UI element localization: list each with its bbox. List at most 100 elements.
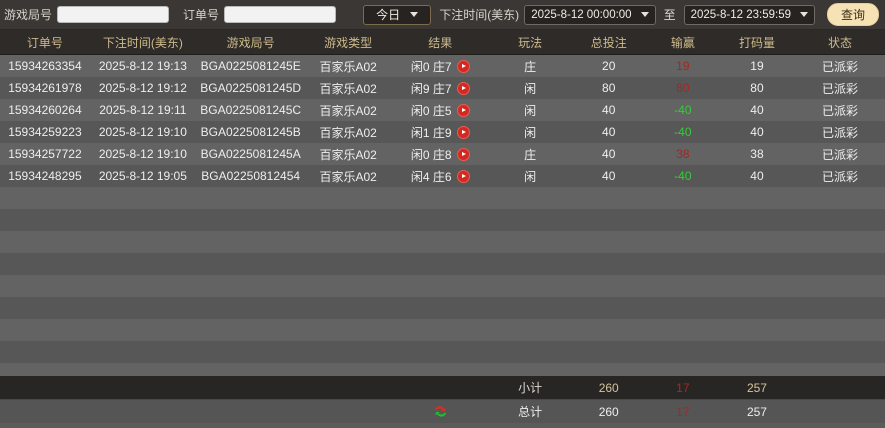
start-datetime-value: 2025-8-12 00:00:00 bbox=[531, 8, 632, 21]
cell-time: 2025-8-12 19:05 bbox=[98, 169, 187, 183]
result-text: 闲4 庄6 bbox=[410, 169, 452, 184]
table-body: 15934263354 2025-8-12 19:13 BGA0225081245E… bbox=[0, 55, 885, 377]
table-row-empty bbox=[0, 319, 885, 341]
result-wrap: 闲0 庄8 bbox=[391, 146, 490, 163]
cell-valid-bet: 40 bbox=[750, 125, 764, 139]
table-row[interactable]: 15934260264 2025-8-12 19:11 BGA0225081245C… bbox=[0, 99, 885, 121]
cell-play: 闲 bbox=[524, 103, 537, 118]
cell-total-bet: 40 bbox=[602, 169, 616, 183]
table-row[interactable]: 15934248295 2025-8-12 19:05 BGA02250812454… bbox=[0, 165, 885, 187]
column-header-result: 结果 bbox=[428, 35, 453, 50]
grand-total-total-bet: 260 bbox=[598, 404, 619, 419]
cell-win-loss: 38 bbox=[676, 147, 690, 161]
result-text: 闲0 庄7 bbox=[410, 59, 452, 74]
grand-total-win-loss: 17 bbox=[676, 404, 690, 419]
grand-total-label: 总计 bbox=[518, 405, 543, 420]
column-header-valid-bet: 打码量 bbox=[738, 35, 775, 50]
cell-time: 2025-8-12 19:11 bbox=[99, 103, 187, 117]
column-header-total-bet: 总投注 bbox=[590, 35, 627, 50]
cell-game-round: BGA0225081245D bbox=[200, 81, 302, 95]
cell-result: 闲1 庄9 bbox=[391, 124, 490, 141]
refresh-icon bbox=[434, 406, 446, 418]
cell-total-bet: 40 bbox=[602, 103, 616, 117]
bet-time-label: 下注时间(美东) bbox=[439, 8, 520, 22]
play-video-icon[interactable] bbox=[456, 125, 470, 139]
cell-game-type: 百家乐A02 bbox=[319, 169, 377, 184]
play-video-icon[interactable] bbox=[456, 59, 470, 73]
table-row-empty bbox=[0, 187, 885, 209]
play-video-icon[interactable] bbox=[456, 103, 470, 117]
column-header-time: 下注时间(美东) bbox=[102, 35, 183, 50]
cell-win-loss: -40 bbox=[674, 169, 692, 183]
cell-time: 2025-8-12 19:13 bbox=[98, 59, 187, 73]
table-row-empty bbox=[0, 297, 885, 319]
cell-valid-bet: 19 bbox=[750, 59, 764, 73]
table-header-row: 订单号 下注时间(美东) 游戏局号 游戏类型 结果 玩法 总投注 输赢 打码量 … bbox=[0, 30, 885, 55]
chevron-down-icon bbox=[410, 12, 419, 17]
result-wrap: 闲0 庄7 bbox=[391, 58, 490, 75]
cell-win-loss: -40 bbox=[674, 103, 692, 117]
cell-game-type: 百家乐A02 bbox=[319, 125, 377, 140]
cell-status: 已派彩 bbox=[822, 103, 859, 118]
cell-status: 已派彩 bbox=[822, 169, 859, 184]
order-no-label: 订单号 bbox=[183, 8, 220, 22]
table-row[interactable]: 15934261978 2025-8-12 19:12 BGA0225081245D… bbox=[0, 77, 885, 99]
chevron-down-icon bbox=[640, 12, 649, 17]
end-datetime-value: 2025-8-12 23:59:59 bbox=[690, 8, 791, 21]
cell-order: 15934261978 bbox=[8, 81, 82, 95]
result-text: 闲9 庄7 bbox=[410, 81, 452, 96]
cell-result: 闲9 庄7 bbox=[391, 80, 490, 97]
column-header-play: 玩法 bbox=[518, 35, 543, 50]
cell-game-type: 百家乐A02 bbox=[319, 59, 377, 74]
grand-total-row: 总计 260 17 257 bbox=[0, 399, 885, 424]
result-wrap: 闲9 庄7 bbox=[391, 80, 490, 97]
table-row[interactable]: 15934263354 2025-8-12 19:13 BGA0225081245E… bbox=[0, 55, 885, 77]
cell-play: 闲 bbox=[524, 169, 537, 184]
column-header-status: 状态 bbox=[828, 35, 853, 50]
play-video-icon[interactable] bbox=[456, 147, 470, 161]
cell-win-loss: -40 bbox=[674, 125, 692, 139]
cell-total-bet: 40 bbox=[602, 147, 616, 161]
cell-game-type: 百家乐A02 bbox=[319, 147, 377, 162]
cell-order: 15934263354 bbox=[8, 59, 82, 73]
cell-game-round: BGA0225081245A bbox=[200, 147, 301, 161]
end-datetime-select[interactable]: 2025-8-12 23:59:59 bbox=[683, 4, 815, 25]
column-header-win-loss: 输赢 bbox=[670, 35, 695, 50]
cell-play: 闲 bbox=[524, 125, 537, 140]
cell-time: 2025-8-12 19:10 bbox=[98, 147, 187, 161]
game-round-input[interactable] bbox=[57, 6, 170, 23]
result-wrap: 闲1 庄9 bbox=[391, 124, 490, 141]
result-text: 闲1 庄9 bbox=[410, 125, 452, 140]
cell-game-round: BGA0225081245E bbox=[200, 59, 301, 73]
cell-valid-bet: 80 bbox=[750, 81, 764, 95]
table-row-empty bbox=[0, 275, 885, 297]
column-header-game-type: 游戏类型 bbox=[324, 35, 373, 50]
cell-total-bet: 20 bbox=[602, 59, 616, 73]
query-button[interactable]: 查询 bbox=[826, 3, 879, 26]
cell-result: 闲0 庄5 bbox=[391, 102, 490, 119]
result-wrap: 闲0 庄5 bbox=[391, 102, 490, 119]
table-row-empty bbox=[0, 231, 885, 253]
cell-win-loss: 80 bbox=[676, 81, 690, 95]
play-video-icon[interactable] bbox=[456, 81, 470, 95]
play-video-icon[interactable] bbox=[456, 169, 470, 183]
cell-valid-bet: 40 bbox=[750, 169, 764, 183]
refresh-button[interactable] bbox=[391, 405, 490, 418]
column-header-game-round: 游戏局号 bbox=[226, 35, 275, 50]
subtotal-total-bet: 260 bbox=[598, 380, 619, 395]
filter-toolbar: 游戏局号 订单号 今日 下注时间(美东) 2025-8-12 00:00:00 … bbox=[0, 0, 885, 30]
period-select-value: 今日 bbox=[376, 8, 401, 22]
chevron-down-icon bbox=[799, 12, 808, 17]
start-datetime-select[interactable]: 2025-8-12 00:00:00 bbox=[524, 4, 656, 25]
table-row[interactable]: 15934257722 2025-8-12 19:10 BGA0225081245A… bbox=[0, 143, 885, 165]
subtotal-label: 小计 bbox=[518, 381, 543, 396]
cell-valid-bet: 38 bbox=[750, 147, 764, 161]
cell-total-bet: 40 bbox=[602, 125, 616, 139]
cell-time: 2025-8-12 19:10 bbox=[98, 125, 187, 139]
cell-status: 已派彩 bbox=[822, 125, 859, 140]
period-select[interactable]: 今日 bbox=[363, 4, 432, 25]
cell-play: 庄 bbox=[524, 59, 537, 74]
order-no-input[interactable] bbox=[224, 6, 337, 23]
table-row[interactable]: 15934259223 2025-8-12 19:10 BGA0225081245B… bbox=[0, 121, 885, 143]
